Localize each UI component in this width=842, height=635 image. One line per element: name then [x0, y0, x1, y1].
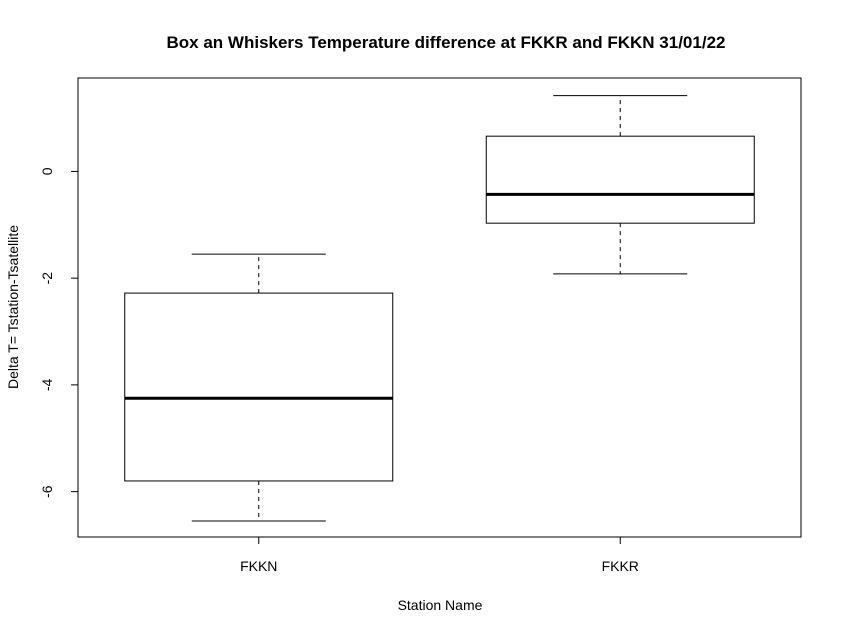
x-tick-label: FKKR [602, 558, 639, 574]
chart-title: Box an Whiskers Temperature difference a… [167, 33, 726, 52]
box-fkkn [124, 253, 394, 522]
x-axis: FKKN FKKR [240, 537, 639, 574]
y-tick-label: -2 [39, 272, 55, 285]
x-axis-title: Station Name [398, 597, 483, 613]
boxes-layer [124, 95, 755, 522]
plot-frame [77, 77, 802, 538]
x-tick-label: FKKN [240, 558, 277, 574]
box-fkkr [485, 95, 755, 275]
y-tick-label: -6 [39, 485, 55, 498]
y-tick-label: -4 [39, 378, 55, 391]
y-axis: -6 -4 -2 0 [39, 167, 78, 498]
y-tick-label: 0 [39, 167, 55, 175]
y-axis-title: Delta T= Tstation-Tsatellite [5, 225, 21, 389]
iqr-box-fkkn [124, 292, 394, 482]
iqr-box-fkkr [485, 135, 755, 224]
